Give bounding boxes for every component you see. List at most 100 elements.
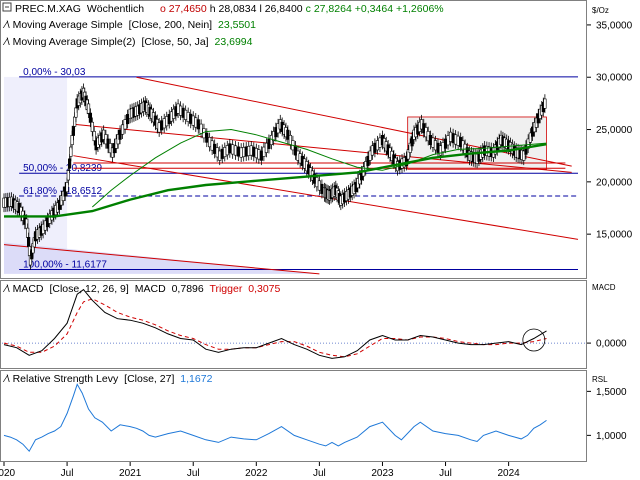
svg-text:⁄\ MACD [Close, 12: ⁄\ MACD [Close, 12, 26, 9] MACD 0,7896 T…	[2, 283, 281, 295]
price-candle	[199, 123, 203, 134]
trend-line	[3, 244, 320, 275]
rsl-ytick-label: 1,0000	[596, 431, 627, 442]
price-candle	[194, 117, 198, 128]
macd-legend: ⁄\ MACD [Close, 12, 26, 9] MACD 0,7896 T…	[2, 283, 281, 295]
price-candle	[320, 183, 324, 194]
price-ytick-label: 20,0000	[596, 177, 633, 188]
price-candle	[65, 182, 69, 193]
macd-icon: ⁄\	[2, 283, 10, 295]
macd-highlight-circle	[522, 328, 546, 352]
price-candle	[428, 134, 433, 146]
price-candle	[315, 177, 319, 188]
price-candle	[215, 147, 219, 158]
price-candle	[366, 155, 370, 166]
svg-text:⁄\ Moving Average Simple: ⁄\ Moving Average Simple(2) [Close, 50, …	[2, 36, 253, 48]
fib-label: 0,00% - 30,03	[23, 67, 86, 78]
price-candle	[257, 149, 261, 160]
price-candle	[208, 137, 212, 148]
price-candle	[228, 143, 232, 154]
price-candle	[286, 129, 290, 140]
rsl-ytick-label: 1,5000	[596, 387, 627, 398]
xtick-label: 2022	[245, 468, 268, 479]
svg-text:⁄\ Moving Average Simple: ⁄\ Moving Average Simple [Close, 200, Ne…	[2, 19, 256, 31]
xtick-label: Jul	[439, 468, 452, 479]
svg-text:⁄\ Relative Strength Lev: ⁄\ Relative Strength Levy [Close, 27] 1,…	[2, 373, 213, 385]
ma1-params: [Close, 200, Nein]	[129, 19, 213, 31]
macd-params: [Close, 12, 26, 9]	[49, 283, 128, 295]
price-candle	[186, 111, 190, 122]
price-candle	[165, 116, 169, 127]
price-candle	[436, 142, 440, 153]
price-candle	[157, 122, 161, 133]
macd-unit: MACD	[592, 283, 616, 292]
price-candle	[189, 113, 193, 124]
macd-line	[3, 288, 547, 359]
xtick-label: Jul	[313, 468, 326, 479]
price-candle	[433, 140, 438, 151]
price-candle	[90, 121, 94, 132]
macd-layer: 0,0000	[2, 288, 627, 359]
ma2-icon: ⁄\	[2, 36, 10, 48]
price-ytick-label: 25,0000	[596, 125, 633, 136]
price-candle	[220, 148, 224, 159]
fib-label: 50,00% - 20,8239	[23, 163, 102, 174]
price-candle	[196, 119, 200, 130]
price-candle	[160, 120, 164, 131]
price-candle	[249, 145, 253, 156]
price-candle	[233, 145, 238, 156]
macd-panel	[0, 280, 587, 369]
period: Wöchentlich	[87, 3, 144, 15]
macd-value-label: MACD	[135, 283, 166, 295]
sma50-line	[91, 128, 547, 208]
xtick-label: 2020	[0, 468, 16, 479]
price-candle	[86, 103, 91, 114]
price-candle	[239, 147, 243, 158]
price-candle	[68, 158, 72, 169]
change-abs: +0,3464	[355, 3, 393, 15]
price-candle	[267, 138, 271, 149]
ohlc-o: o 27,4650	[160, 3, 207, 15]
trigger-label: Trigger	[209, 283, 242, 295]
price-candle	[408, 142, 412, 153]
price-candle	[431, 137, 435, 148]
price-candle	[92, 131, 96, 142]
price-candle	[448, 131, 453, 142]
price-candle	[264, 142, 269, 153]
price-candle	[373, 142, 377, 153]
price-candle	[118, 129, 122, 140]
price-candle	[259, 150, 263, 161]
svg-text:PREC.M.XAG Wöchentlich: PREC.M.XAG Wöchentlich	[15, 3, 144, 15]
price-candle	[262, 146, 266, 157]
price-candle	[184, 109, 188, 120]
price-candle	[179, 105, 183, 116]
price-ytick-label: 30,0000	[596, 73, 633, 84]
rsl-panel	[0, 370, 587, 462]
rsl-line	[3, 383, 547, 453]
ma1-name: Moving Average Simple	[13, 19, 123, 31]
rsl-unit: RSL	[592, 375, 608, 384]
price-unit: $/Oz	[592, 6, 609, 15]
rsl-params: [Close, 27]	[124, 373, 174, 385]
change-pct: +1,2606%	[396, 3, 444, 15]
symbol: PREC.M.XAG	[15, 3, 81, 15]
price-candle	[225, 145, 229, 156]
price-candle	[252, 146, 256, 157]
price-candle	[126, 114, 130, 125]
price-header: PREC.M.XAG Wöchentlich o 27,4650 h 28,083…	[2, 2, 444, 15]
ma1-value: 23,5501	[218, 19, 256, 31]
price-candle	[236, 146, 240, 157]
price-candle	[210, 140, 214, 151]
sma200-line	[4, 143, 547, 218]
price-candle	[370, 145, 374, 156]
price-candle	[242, 147, 246, 158]
ohlc-c: c 27,8264	[306, 3, 352, 15]
price-candle	[247, 145, 251, 156]
ma2-value: 23,6994	[215, 36, 253, 48]
macd-name: MACD	[13, 283, 44, 295]
xtick-label: Jul	[187, 468, 200, 479]
price-candle	[441, 142, 445, 153]
trend-line	[73, 123, 572, 173]
rsl-legend: ⁄\ Relative Strength Levy [Close, 27] 1,…	[2, 373, 213, 385]
